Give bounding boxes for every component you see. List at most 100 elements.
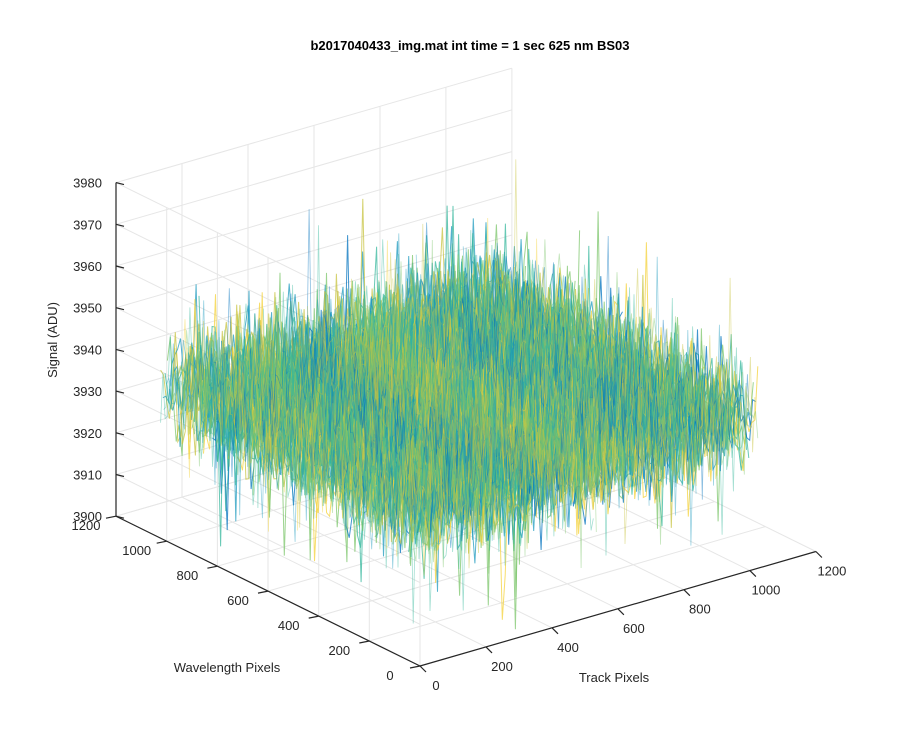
surface-column-line	[398, 253, 659, 489]
y-tick-label: 400	[278, 618, 300, 633]
y-axis-label: Wavelength Pixels	[174, 660, 281, 675]
z-tick	[115, 390, 125, 394]
wall-gridline-z2	[115, 192, 513, 309]
surface-column-line	[368, 239, 629, 556]
surface-column-line	[315, 318, 577, 541]
surface-column-line	[474, 239, 735, 470]
surface-row-line	[419, 366, 759, 620]
z-tick	[115, 182, 125, 186]
y-tick	[308, 615, 319, 619]
surface-column-line	[430, 281, 691, 491]
surface-column-line	[424, 271, 685, 516]
x-tick-label: 600	[623, 621, 645, 636]
surface-column-line	[415, 254, 676, 489]
y-tick-label: 600	[227, 593, 249, 608]
y-tick-label: 800	[177, 568, 199, 583]
z-tick	[115, 473, 125, 478]
surface-column-line	[210, 344, 471, 611]
surface-column-line	[295, 312, 556, 518]
y-tick	[257, 590, 269, 594]
surface-column-line	[268, 321, 530, 522]
surface-column-line	[454, 273, 715, 485]
surface-layer	[160, 159, 759, 630]
z-tick-label: 3950	[73, 301, 102, 316]
surface-column-line	[324, 285, 585, 501]
surface-column-line	[442, 251, 703, 470]
surface-column-line	[172, 347, 433, 561]
x-tick	[815, 551, 823, 558]
surface-column-line	[333, 305, 594, 531]
surface-column-line	[183, 340, 444, 612]
y-tick-label: 1200	[72, 518, 101, 533]
surface-column-line	[192, 330, 453, 568]
surface-column-line	[495, 159, 756, 487]
surface-column-line	[383, 252, 644, 496]
surface-column-line	[451, 270, 712, 486]
surface-column-line	[239, 319, 500, 535]
surface-column-line	[201, 305, 462, 570]
surface-column-line	[371, 293, 632, 482]
surface-column-line	[360, 261, 621, 556]
y-tick	[409, 665, 421, 669]
z-tick-label: 3900	[73, 509, 102, 524]
surface-column-line	[351, 304, 612, 510]
surface-column-line	[483, 226, 744, 474]
surface-column-line	[365, 284, 626, 520]
surface-column-line	[342, 280, 603, 515]
wall-gridline-z2	[115, 109, 513, 225]
surface-column-line	[266, 306, 527, 530]
surface-column-line	[236, 303, 497, 551]
surface-column-line	[339, 239, 600, 569]
surface-column-line	[492, 242, 753, 500]
surface-column-line	[160, 307, 421, 624]
surface-column-line	[313, 310, 574, 493]
surface-column-line	[439, 266, 700, 485]
x-tick	[683, 589, 691, 597]
surface-column-line	[280, 291, 541, 502]
y-tick-label: 1000	[122, 543, 151, 558]
surface-column-line	[345, 300, 606, 499]
wall-gridline-z	[115, 474, 421, 625]
surface-column-line	[468, 256, 729, 452]
z-tick	[115, 515, 125, 519]
x-tick-label: 1000	[751, 583, 780, 598]
surface-row-line	[410, 334, 750, 558]
surface-column-line	[189, 320, 450, 551]
z-tick	[115, 223, 125, 227]
surface-column-line	[462, 246, 723, 486]
surface-column-line	[395, 293, 656, 490]
surface-column-line	[357, 223, 618, 496]
y-tick	[359, 640, 370, 644]
y-tick-label: 200	[328, 643, 350, 658]
surface-column-line	[480, 252, 741, 535]
surface-column-line	[336, 286, 597, 533]
surface-row-line	[225, 254, 565, 471]
surface-column-line	[204, 284, 465, 560]
surface-column-line	[221, 329, 483, 554]
surface-column-line	[321, 310, 582, 492]
surface-column-line	[195, 347, 456, 548]
surface-column-line	[386, 281, 647, 509]
z-tick-label: 3910	[73, 468, 102, 483]
floor-gridline-y	[369, 526, 766, 642]
surface-column-line	[436, 247, 697, 494]
surface-column-line	[362, 286, 624, 496]
surface-column-line	[186, 347, 447, 557]
surface-column-line	[404, 280, 665, 502]
surface-column-line	[448, 252, 709, 483]
y-tick	[105, 515, 117, 519]
surface-column-line	[330, 240, 591, 517]
surface-column-line	[271, 308, 532, 549]
surface-column-line	[471, 271, 732, 479]
surface-column-line	[163, 334, 424, 551]
surface-column-line	[389, 233, 650, 506]
surface-column-line	[298, 309, 559, 511]
y-tick	[156, 540, 167, 544]
surface-column-line	[248, 297, 509, 546]
surface-column-line	[412, 217, 673, 493]
surface-column-line	[318, 300, 579, 529]
surface-column-line	[219, 306, 480, 542]
y-tick	[207, 565, 218, 569]
surface-column-line	[301, 298, 562, 528]
surface-column-line	[254, 313, 515, 540]
